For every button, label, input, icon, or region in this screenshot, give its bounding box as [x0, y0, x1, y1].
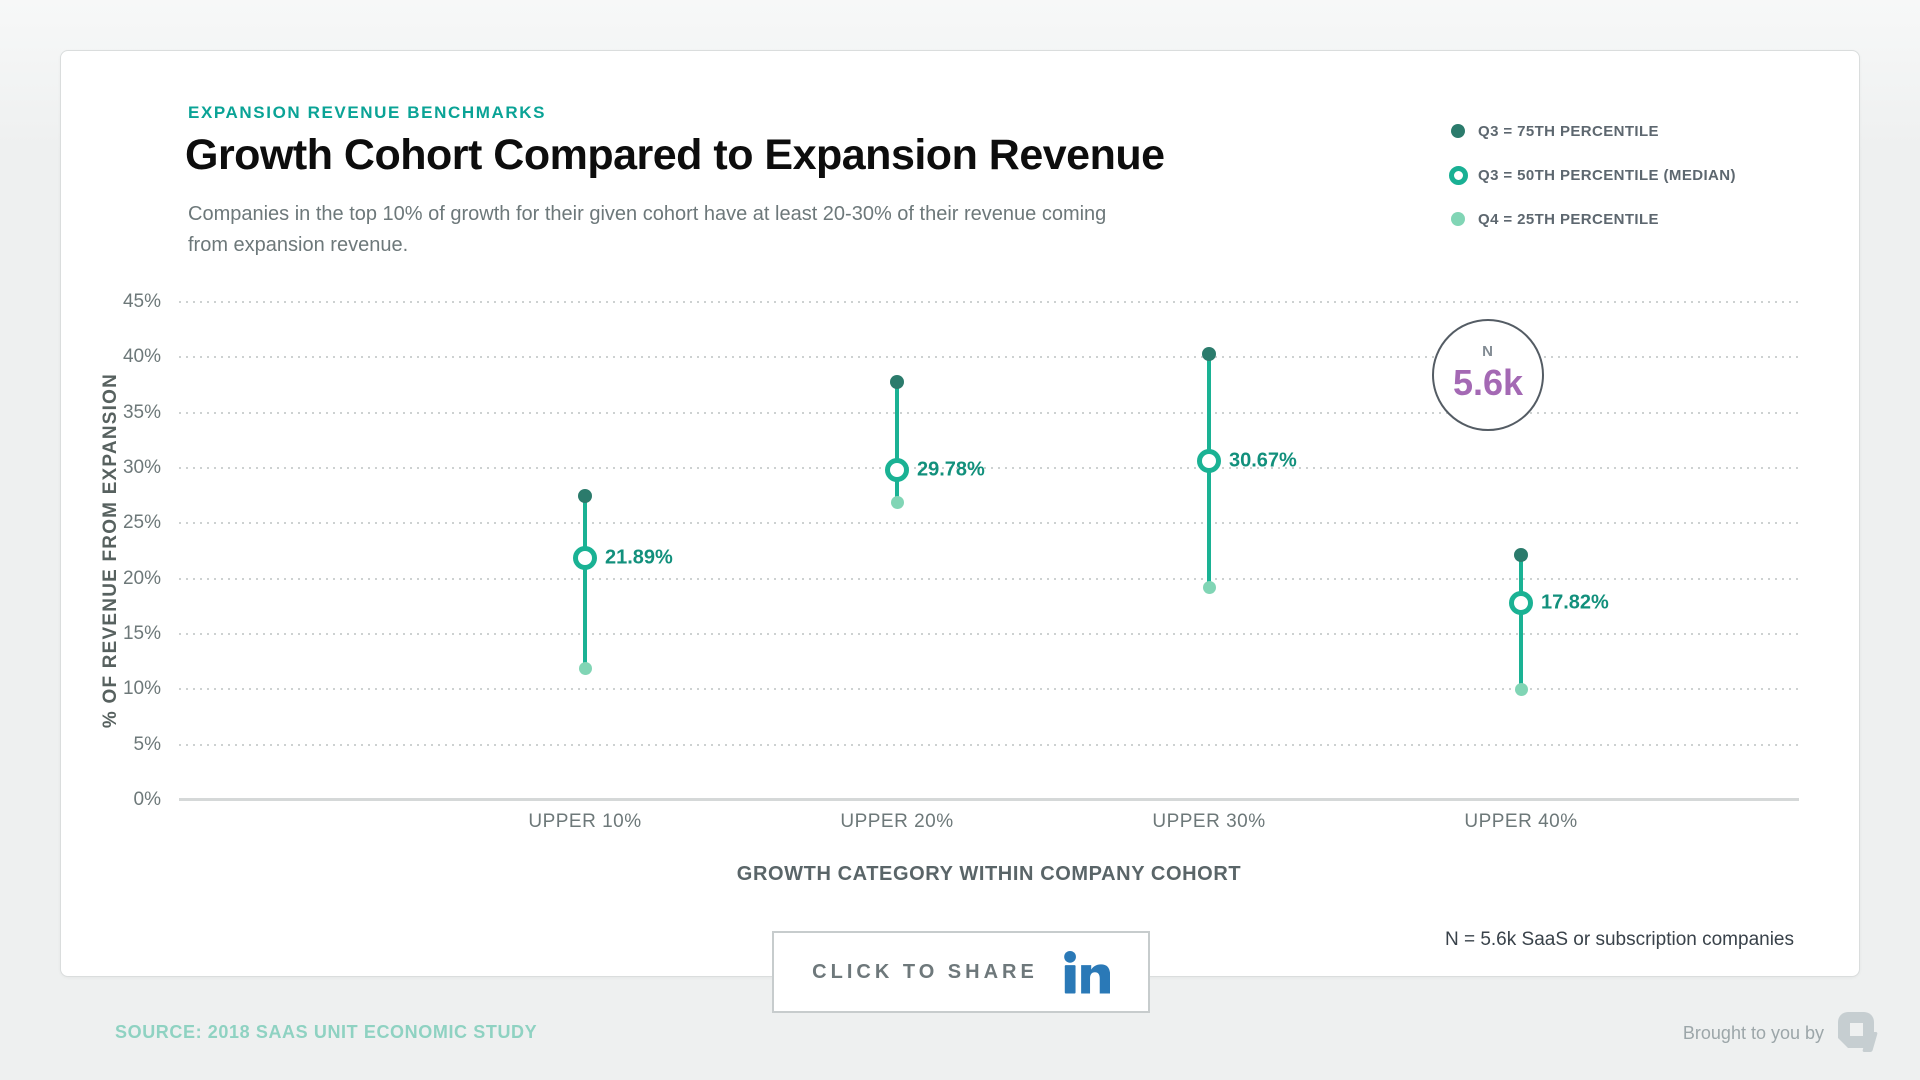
legend-ring-icon	[1438, 165, 1478, 185]
gridline-25	[179, 522, 1799, 525]
sample-size-badge: N 5.6k	[1432, 319, 1544, 431]
y-tick-35%: 35%	[122, 401, 161, 423]
range-stem-1	[583, 495, 587, 669]
share-button-label: CLICK TO SHARE	[812, 960, 1038, 983]
gridline-10	[179, 688, 1799, 691]
x-axis-title: GROWTH CATEGORY WITHIN COMPANY COHORT	[736, 863, 1242, 885]
x-tick-1: UPPER 10%	[528, 811, 642, 832]
gridline-20	[179, 577, 1799, 580]
y-tick-40%: 40%	[122, 346, 161, 368]
p75-dot-2	[890, 374, 904, 389]
y-tick-20%: 20%	[122, 567, 161, 589]
median-value-label-1: 21.89%	[605, 546, 673, 569]
legend-label: Q4 = 25TH PERCENTILE	[1478, 210, 1659, 228]
x-tick-2: UPPER 20%	[840, 811, 954, 832]
y-tick-25%: 25%	[122, 512, 161, 534]
gridline-45	[179, 301, 1799, 303]
brought-to-you-by-text: Brought to you by	[1682, 1022, 1824, 1043]
legend-label: Q3 = 50TH PERCENTILE (MEDIAN)	[1478, 166, 1736, 184]
median-ring-4	[1509, 590, 1533, 615]
median-value-label-3: 30.67%	[1229, 449, 1297, 472]
y-tick-45%: 45%	[122, 291, 161, 312]
p25-dot-2	[890, 495, 904, 509]
median-value-label-4: 17.82%	[1541, 591, 1609, 614]
y-axis-ticks: 0% 5% 10% 15% 20% 25% 30% 35% 40% 45%	[61, 291, 169, 810]
gridline-40	[179, 356, 1799, 359]
y-tick-10%: 10%	[122, 678, 161, 700]
eyebrow-heading: EXPANSION REVENUE BENCHMARKS	[188, 103, 547, 122]
sample-size-n-label: N	[1482, 343, 1494, 360]
subtitle: Companies in the top 10% of growth for t…	[188, 199, 1106, 261]
legend-item-0: Q3 = 75TH PERCENTILE	[1438, 109, 1736, 153]
x-axis-line	[179, 798, 1799, 801]
legend-dot-icon	[1438, 212, 1478, 226]
p75-dot-3	[1202, 347, 1216, 361]
median-ring-2	[885, 458, 909, 483]
gridline-30	[179, 467, 1799, 469]
source-note: SOURCE: 2018 SAAS UNIT ECONOMIC STUDY	[115, 1022, 538, 1042]
chart-card: EXPANSION REVENUE BENCHMARKS Growth Coho…	[60, 50, 1860, 1013]
legend-dot-icon	[1438, 124, 1478, 138]
sample-note: N = 5.6k SaaS or subscription companies	[1444, 929, 1794, 950]
range-stem-2	[895, 381, 899, 503]
y-tick-30%: 30%	[122, 457, 161, 478]
p75-dot-1	[578, 488, 592, 503]
median-ring-3	[1197, 448, 1221, 473]
x-tick-4: UPPER 40%	[1464, 811, 1578, 832]
range-stem-4	[1519, 555, 1523, 690]
p25-dot-3	[1202, 581, 1216, 595]
legend-item-2: Q4 = 25TH PERCENTILE	[1438, 197, 1736, 241]
click-to-share-button[interactable]: CLICK TO SHARE	[772, 931, 1150, 1013]
profitwell-logo-icon	[1838, 1012, 1880, 1054]
y-tick-15%: 15%	[122, 623, 161, 644]
gridline-35	[179, 411, 1799, 414]
gridline-15	[179, 633, 1799, 635]
median-ring-1	[573, 545, 597, 570]
legend-label: Q3 = 75TH PERCENTILE	[1478, 122, 1659, 140]
plot-area: 21.89% 29.78% 30.67% 17.82%	[179, 301, 1799, 801]
subtitle-line-2: from expansion revenue.	[188, 234, 409, 256]
y-tick-5%: 5%	[133, 733, 161, 755]
p25-dot-1	[578, 661, 592, 675]
linkedin-icon	[1064, 950, 1110, 994]
page-title: Growth Cohort Compared to Expansion Reve…	[185, 131, 1165, 179]
median-value-label-2: 29.78%	[917, 458, 985, 481]
gridline-5	[179, 743, 1799, 746]
p75-dot-4	[1514, 548, 1528, 563]
x-tick-3: UPPER 30%	[1152, 811, 1266, 832]
sample-size-value: 5.6k	[1452, 362, 1524, 403]
p25-dot-4	[1514, 682, 1528, 696]
y-tick-0%: 0%	[133, 789, 161, 810]
brought-to-you-by: Brought to you by	[1683, 1012, 1880, 1054]
legend-item-1: Q3 = 50TH PERCENTILE (MEDIAN)	[1438, 153, 1736, 197]
subtitle-line-1: Companies in the top 10% of growth for t…	[188, 203, 1107, 225]
legend: Q3 = 75TH PERCENTILE Q3 = 50TH PERCENTILE…	[1438, 109, 1736, 241]
